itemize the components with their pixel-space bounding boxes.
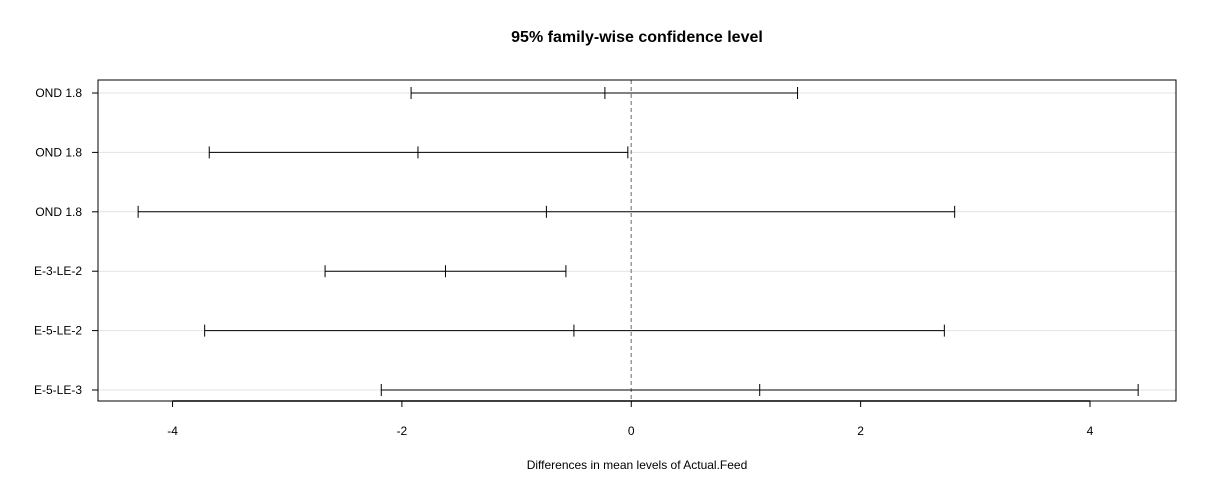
x-tick-label: -4 — [167, 424, 178, 438]
interval-4 — [204, 324, 945, 337]
y-tick-label: OND 1.8 — [35, 205, 82, 219]
x-tick-label: 0 — [628, 424, 635, 438]
interval-3 — [324, 265, 567, 278]
y-tick-label: E-5-LE-2 — [34, 324, 82, 338]
y-tick-label: E-3-LE-2 — [34, 264, 82, 278]
grid-lines — [98, 92, 1176, 391]
x-axis: -4 -2 0 2 4 — [167, 400, 1094, 438]
interval-0 — [410, 87, 799, 99]
x-tick-label: -2 — [397, 424, 408, 438]
y-tick-label: OND 1.8 — [35, 145, 82, 159]
confidence-intervals — [137, 87, 1139, 396]
interval-1 — [208, 146, 629, 159]
x-tick-label: 4 — [1087, 424, 1094, 438]
x-axis-label: Differences in mean levels of Actual.Fee… — [527, 458, 748, 472]
chart-title: 95% family-wise confidence level — [511, 29, 763, 46]
y-tick-label: OND 1.8 — [35, 86, 82, 100]
x-tick-label: 2 — [857, 424, 864, 438]
plot-frame — [97, 79, 1177, 402]
y-axis: OND 1.8 OND 1.8 OND 1.8 E-3-LE-2 E-5-LE-2 E-5… — [34, 86, 98, 397]
interval-2 — [137, 205, 956, 218]
interval-5 — [380, 384, 1139, 396]
y-tick-label: E-5-LE-3 — [34, 383, 82, 397]
